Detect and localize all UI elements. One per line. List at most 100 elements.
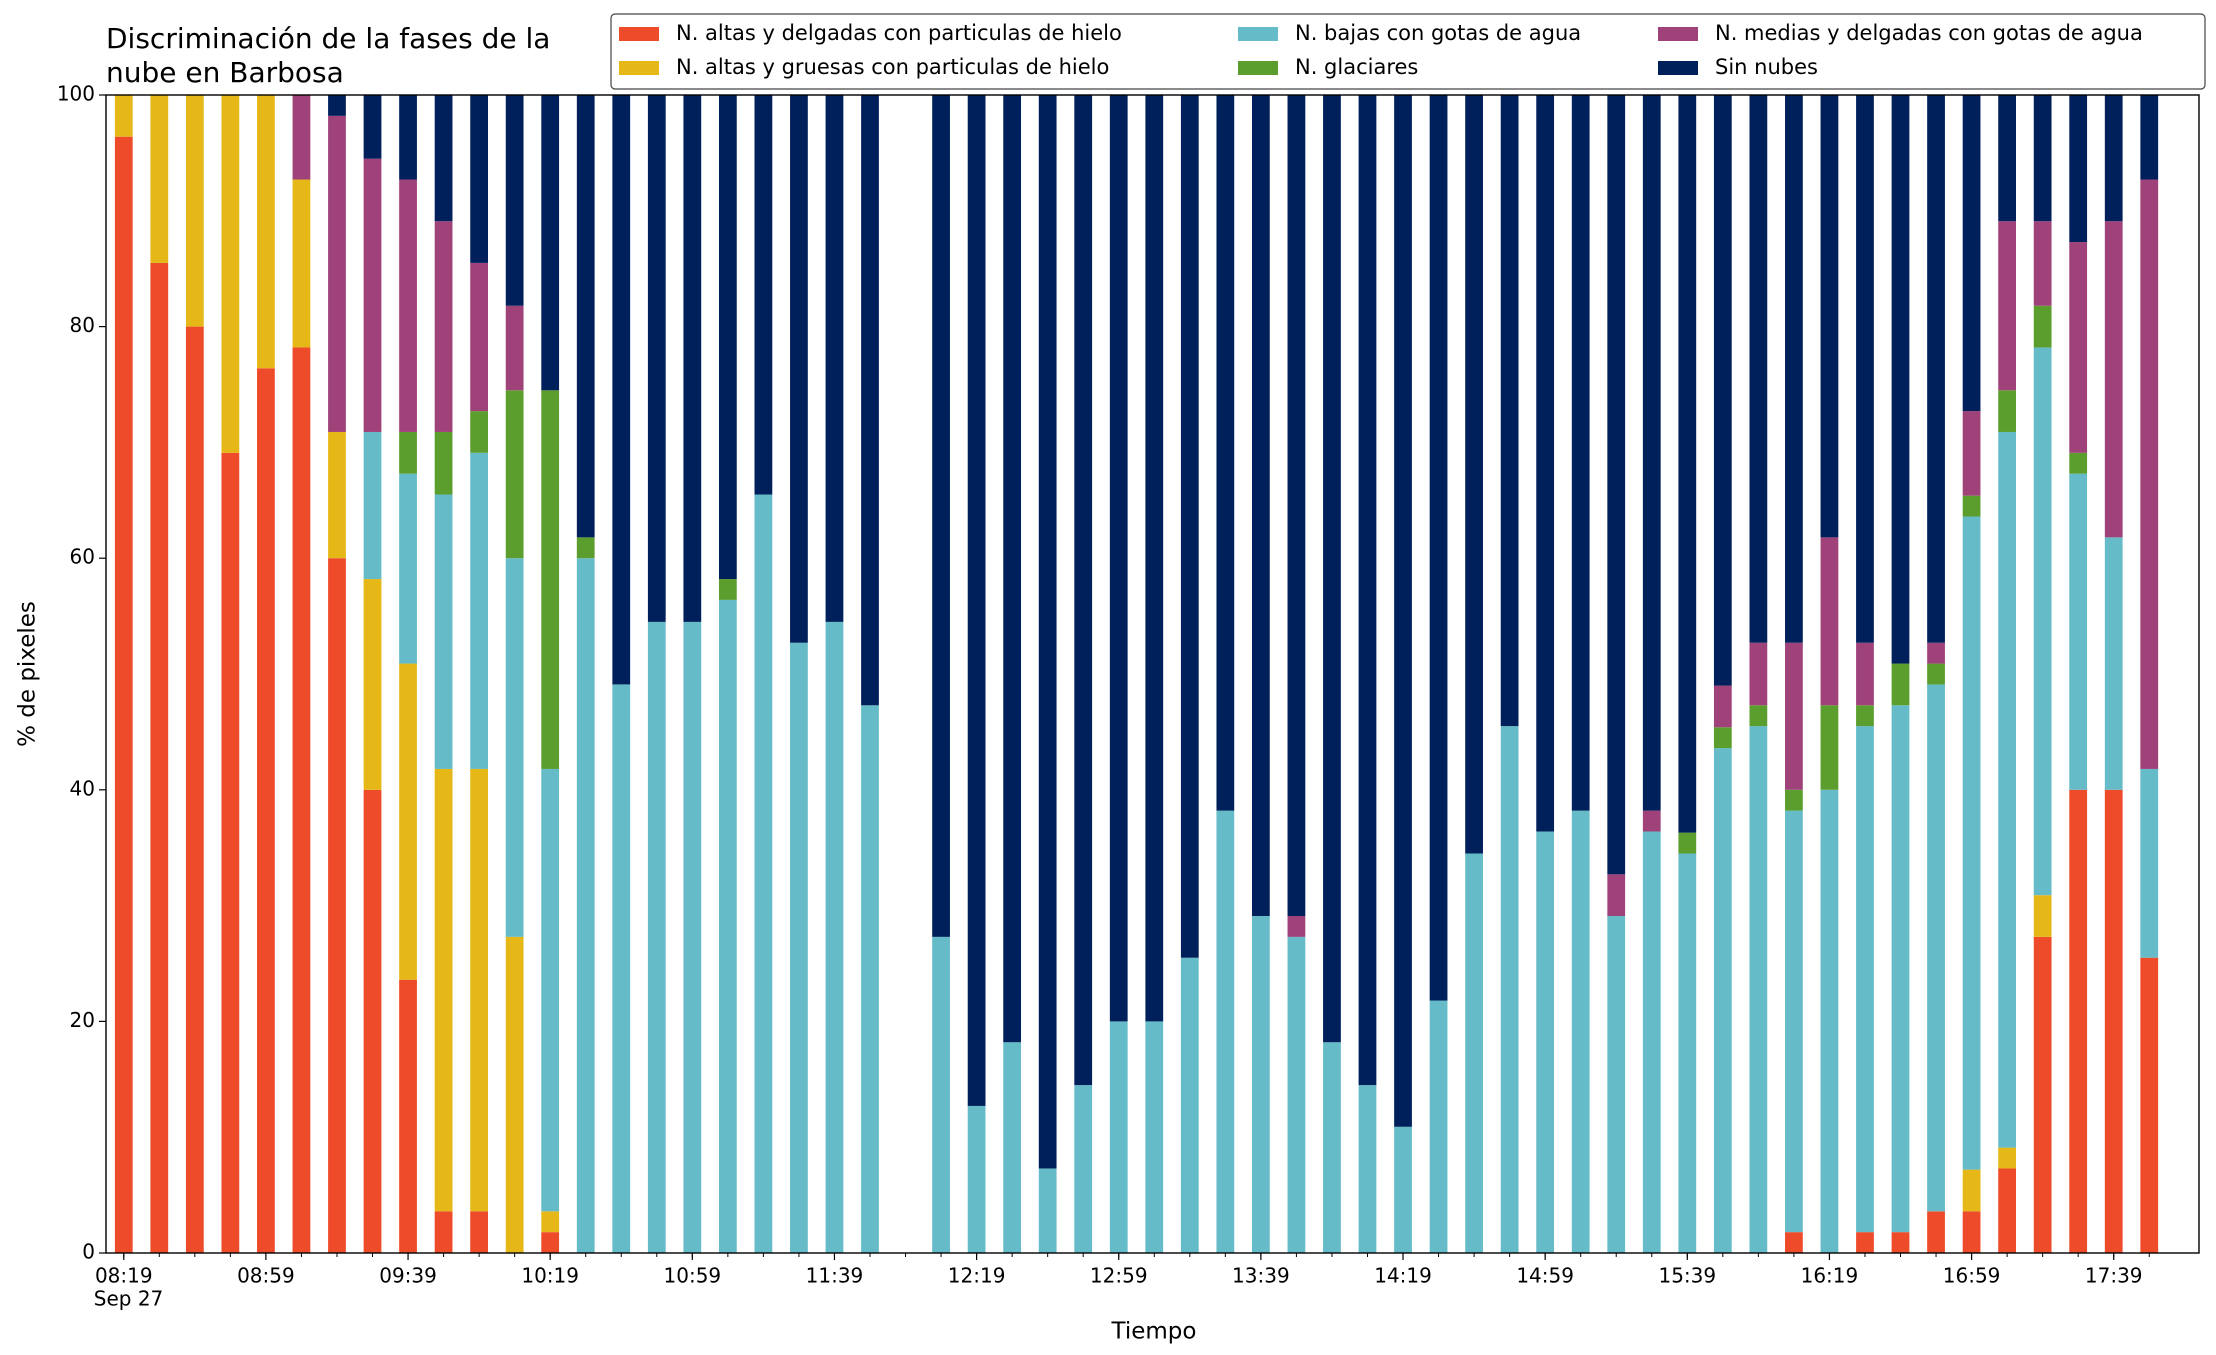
bar-segment (470, 452, 488, 769)
bar-segment (541, 1211, 560, 1233)
bar-segment (1856, 642, 1874, 706)
bar-segment (1998, 431, 2016, 1148)
bar-segment (257, 368, 275, 1254)
bar-segment (541, 768, 560, 1212)
bar-segment (1607, 95, 1626, 875)
x-tick-label: 08:19 (95, 1264, 153, 1288)
bar-segment (1713, 748, 1732, 1253)
bar-segment (1571, 95, 1590, 811)
legend-label: Sin nubes (1715, 55, 1818, 79)
bar-segment (1536, 831, 1555, 1253)
bar-segment (292, 179, 311, 348)
bar-segment (470, 262, 488, 412)
y-tick-label: 80 (70, 313, 95, 337)
legend-label: N. bajas con gotas de agua (1295, 21, 1581, 45)
bar-segment (363, 431, 382, 580)
bar-segment (257, 95, 275, 369)
bar-segment (2140, 179, 2159, 769)
bar-segment (1749, 705, 1768, 727)
bar-segment (1216, 810, 1235, 1253)
bar-segment (1998, 95, 2016, 222)
bar-segment (185, 95, 204, 327)
bar-segment (434, 221, 453, 432)
bar-segment (1820, 95, 1839, 538)
bar-segment (2033, 95, 2052, 222)
bar-segment (150, 262, 169, 1253)
bar-segment (1962, 411, 1981, 496)
bar-segment (967, 95, 986, 1106)
bar-segment (1678, 832, 1697, 854)
legend-swatch (1238, 61, 1278, 75)
bar-segment (861, 705, 879, 1253)
bar-segment (1962, 1211, 1981, 1253)
bar-segment (647, 95, 666, 622)
bar-segment (1749, 726, 1768, 1253)
bar-segment (932, 95, 950, 937)
bar-segment (1145, 95, 1164, 1022)
bar-segment (1749, 95, 1768, 643)
bar-segment (2069, 789, 2088, 1253)
bar-segment (363, 95, 382, 159)
bar-segment (1713, 95, 1732, 686)
bar-segment (1927, 684, 1945, 1212)
bar-segment (1820, 789, 1839, 1253)
y-tick-label: 40 (70, 776, 95, 800)
bar-segment (1323, 95, 1341, 1043)
bar-segment (1251, 916, 1270, 1253)
legend-label: N. glaciares (1295, 55, 1418, 79)
bar-segment (2033, 347, 2052, 896)
bar-segment (150, 95, 169, 263)
bar-segment (932, 936, 950, 1253)
x-tick-label: 08:59 (237, 1264, 295, 1288)
bar-segment (683, 95, 702, 622)
bar-segment (1891, 1232, 1910, 1253)
bar-segment (612, 95, 631, 685)
legend-box (610, 13, 2206, 90)
bar-segment (1251, 95, 1270, 917)
bar-segment (399, 473, 417, 664)
x-tick-label: 12:59 (1090, 1264, 1148, 1288)
bar-segment (1180, 957, 1199, 1253)
bar-segment (1962, 95, 1981, 412)
bar-segment (2069, 95, 2088, 243)
bar-segment (2069, 473, 2088, 790)
bar-segment (1785, 95, 1803, 643)
x-date-label: Sep 27 (94, 1287, 164, 1311)
bar-segment (1856, 1232, 1874, 1253)
bar-segment (2033, 305, 2052, 348)
bar-segment (2069, 242, 2088, 453)
bar-segment (505, 558, 524, 937)
bar-segment (1713, 685, 1732, 728)
bar-segment (1962, 516, 1981, 1170)
bar-segment (399, 431, 417, 474)
x-tick-label: 10:19 (521, 1264, 579, 1288)
bar-segment (1323, 1042, 1341, 1253)
bar-segment (363, 579, 382, 790)
bar-segment (1785, 810, 1803, 1233)
bar-segment (363, 789, 382, 1253)
bar-segment (576, 558, 595, 1253)
bar-segment (1571, 810, 1590, 1253)
bar-segment (470, 411, 488, 453)
bar-segment (1785, 642, 1803, 790)
bar-segment (2104, 537, 2123, 790)
legend-swatch (619, 27, 659, 41)
bar-segment (363, 158, 382, 432)
y-tick-label: 20 (70, 1008, 95, 1032)
x-tick-label: 14:19 (1374, 1264, 1432, 1288)
x-tick-label: 09:39 (379, 1264, 437, 1288)
bar-segment (1856, 726, 1874, 1233)
x-tick-label: 14:59 (1516, 1264, 1574, 1288)
x-tick-label: 13:39 (1232, 1264, 1290, 1288)
x-axis-label: Tiempo (1111, 1319, 1197, 1345)
bar-segment (399, 95, 417, 180)
bar-segment (2140, 768, 2159, 958)
bar-segment (576, 95, 595, 538)
bar-segment (2104, 221, 2123, 538)
legend-label: N. medias y delgadas con gotas de agua (1715, 21, 2143, 45)
bar-segment (470, 768, 488, 1212)
x-tick-label: 10:59 (664, 1264, 722, 1288)
bar-segment (2033, 895, 2052, 937)
bar-segment (1927, 95, 1945, 643)
